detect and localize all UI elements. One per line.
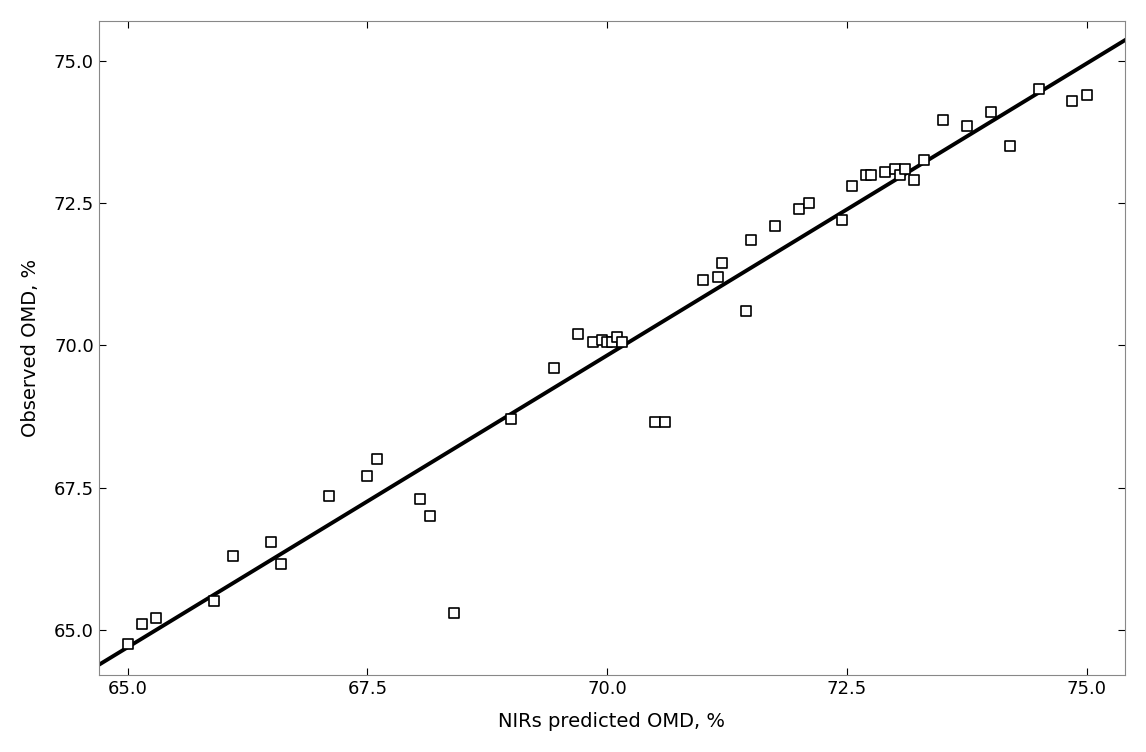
Point — [1063, 95, 1082, 107]
Point — [800, 197, 818, 209]
Point — [603, 336, 621, 348]
Point — [833, 214, 851, 226]
Point — [421, 510, 439, 522]
Point — [320, 490, 338, 502]
Y-axis label: Observed OMD, %: Observed OMD, % — [21, 259, 40, 437]
Point — [862, 168, 880, 180]
Point — [905, 174, 924, 186]
X-axis label: NIRs predicted OMD, %: NIRs predicted OMD, % — [499, 712, 725, 731]
Point — [766, 220, 784, 232]
Point — [205, 596, 223, 608]
Point — [1000, 140, 1019, 152]
Point — [262, 535, 281, 547]
Point — [1029, 83, 1047, 96]
Point — [877, 165, 895, 177]
Point — [842, 180, 861, 192]
Point — [223, 550, 242, 562]
Point — [915, 154, 933, 166]
Point — [982, 106, 1000, 118]
Point — [598, 336, 617, 348]
Point — [694, 274, 713, 286]
Point — [607, 331, 626, 343]
Point — [958, 120, 976, 132]
Point — [612, 336, 630, 348]
Point — [741, 234, 760, 246]
Point — [411, 493, 430, 505]
Point — [147, 612, 165, 624]
Point — [1077, 89, 1096, 101]
Point — [886, 163, 904, 175]
Point — [570, 328, 588, 340]
Point — [118, 638, 136, 650]
Point — [857, 168, 876, 180]
Point — [583, 336, 602, 348]
Point — [708, 271, 727, 283]
Point — [594, 334, 612, 346]
Point — [502, 414, 520, 426]
Point — [445, 607, 463, 619]
Point — [934, 114, 952, 126]
Point — [545, 362, 564, 374]
Point — [646, 416, 665, 428]
Point — [737, 305, 755, 317]
Point — [272, 559, 290, 571]
Point — [890, 168, 909, 180]
Point — [713, 256, 731, 268]
Point — [895, 163, 913, 175]
Point — [368, 453, 386, 465]
Point — [133, 618, 151, 630]
Point — [790, 202, 808, 214]
Point — [656, 416, 674, 428]
Point — [359, 470, 377, 482]
